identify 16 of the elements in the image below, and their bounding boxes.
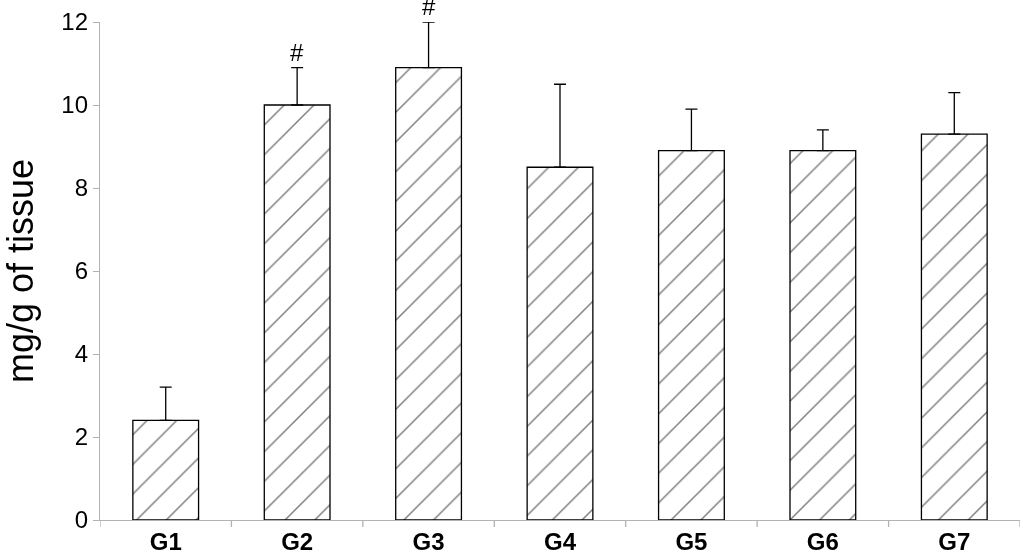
y-tick-label: 2 bbox=[74, 423, 89, 451]
x-tick-label: G2 bbox=[281, 527, 314, 555]
x-tick-label: G3 bbox=[412, 527, 445, 555]
annotation: # bbox=[290, 39, 304, 66]
y-tick-label: 4 bbox=[74, 340, 89, 368]
x-tick-label: G7 bbox=[938, 527, 971, 555]
y-tick-label: 10 bbox=[61, 91, 89, 119]
y-axis-title: mg/g of tissue bbox=[0, 158, 41, 384]
x-tick-label: G5 bbox=[675, 527, 708, 555]
y-tick-label: 8 bbox=[74, 174, 89, 202]
y-tick-label: 0 bbox=[74, 506, 89, 534]
x-tick-label: G1 bbox=[149, 527, 182, 555]
x-tick-label: G6 bbox=[806, 527, 839, 555]
y-tick-label: 12 bbox=[61, 8, 89, 36]
y-tick-label: 6 bbox=[74, 257, 89, 285]
x-tick-label: G4 bbox=[543, 527, 577, 555]
